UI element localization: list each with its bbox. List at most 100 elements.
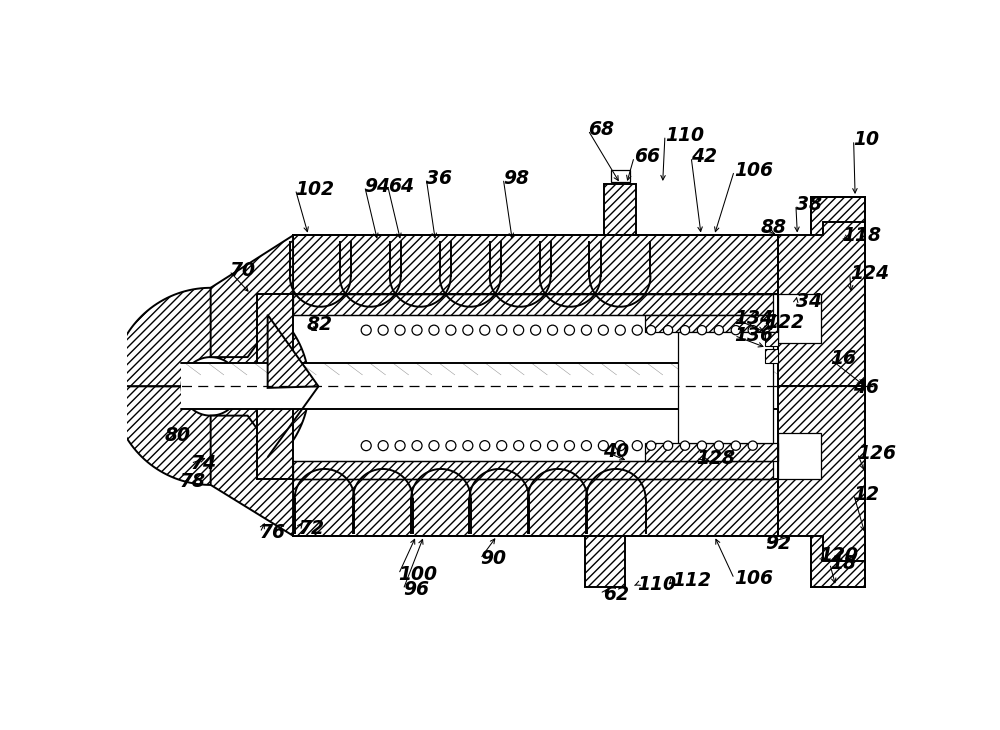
Text: 118: 118 — [842, 226, 881, 245]
Polygon shape — [293, 294, 773, 315]
Circle shape — [615, 441, 625, 450]
Text: 102: 102 — [295, 180, 334, 199]
Circle shape — [514, 325, 524, 335]
Polygon shape — [811, 536, 865, 587]
Circle shape — [531, 441, 541, 450]
Text: 110: 110 — [637, 575, 676, 593]
Circle shape — [497, 325, 507, 335]
Circle shape — [395, 441, 405, 450]
Polygon shape — [678, 332, 773, 443]
Polygon shape — [181, 386, 240, 415]
Text: 94: 94 — [365, 177, 391, 196]
Circle shape — [731, 326, 740, 335]
Circle shape — [497, 441, 507, 450]
Circle shape — [378, 441, 388, 450]
Text: 122: 122 — [765, 313, 804, 332]
Text: 72: 72 — [298, 518, 324, 537]
Text: 110: 110 — [665, 126, 704, 145]
Circle shape — [429, 325, 439, 335]
Circle shape — [697, 326, 707, 335]
Circle shape — [663, 326, 673, 335]
Text: 88: 88 — [760, 218, 786, 237]
Polygon shape — [211, 236, 293, 357]
Text: 36: 36 — [426, 169, 452, 188]
Text: 124: 124 — [850, 264, 889, 283]
Polygon shape — [778, 197, 865, 386]
Circle shape — [598, 441, 608, 450]
Polygon shape — [293, 479, 778, 536]
Polygon shape — [765, 332, 778, 346]
Text: 46: 46 — [853, 378, 879, 397]
Circle shape — [480, 325, 490, 335]
Text: 68: 68 — [588, 120, 614, 139]
Text: 76: 76 — [260, 523, 286, 542]
Text: 18: 18 — [830, 554, 856, 573]
Circle shape — [663, 441, 673, 450]
Circle shape — [564, 441, 574, 450]
Text: 120: 120 — [819, 546, 858, 565]
Circle shape — [615, 325, 625, 335]
Polygon shape — [112, 386, 309, 485]
Polygon shape — [181, 357, 240, 386]
Polygon shape — [268, 315, 318, 388]
Circle shape — [632, 441, 642, 450]
Polygon shape — [604, 184, 636, 236]
Text: 64: 64 — [388, 177, 414, 196]
Text: 112: 112 — [673, 571, 712, 590]
Circle shape — [378, 325, 388, 335]
Circle shape — [429, 441, 439, 450]
Polygon shape — [257, 294, 293, 479]
Text: 98: 98 — [503, 169, 529, 188]
Text: 80: 80 — [164, 426, 190, 445]
Polygon shape — [211, 415, 293, 536]
Circle shape — [548, 441, 558, 450]
Circle shape — [514, 441, 524, 450]
Circle shape — [412, 325, 422, 335]
Text: 10: 10 — [854, 131, 880, 150]
Circle shape — [646, 326, 656, 335]
Polygon shape — [778, 386, 865, 587]
Polygon shape — [293, 236, 778, 294]
Polygon shape — [778, 433, 821, 479]
Text: 62: 62 — [603, 585, 629, 604]
Text: 128: 128 — [696, 449, 735, 468]
Polygon shape — [112, 288, 309, 386]
Circle shape — [463, 441, 473, 450]
Text: 100: 100 — [399, 565, 438, 584]
Circle shape — [446, 441, 456, 450]
Polygon shape — [778, 294, 821, 343]
Text: 126: 126 — [857, 444, 896, 463]
Text: 70: 70 — [229, 261, 255, 280]
Text: 74: 74 — [191, 454, 217, 473]
Polygon shape — [181, 364, 778, 410]
Polygon shape — [293, 461, 773, 479]
Circle shape — [463, 325, 473, 335]
Circle shape — [748, 326, 757, 335]
Circle shape — [731, 441, 740, 450]
Text: 78: 78 — [180, 472, 206, 491]
Circle shape — [395, 325, 405, 335]
Circle shape — [680, 441, 690, 450]
Circle shape — [581, 325, 591, 335]
Text: 106: 106 — [734, 161, 773, 180]
Polygon shape — [765, 350, 778, 364]
Polygon shape — [611, 170, 630, 182]
Text: 40: 40 — [603, 442, 629, 461]
Circle shape — [548, 325, 558, 335]
Polygon shape — [268, 386, 318, 457]
Circle shape — [714, 326, 723, 335]
Circle shape — [361, 441, 371, 450]
Text: 42: 42 — [691, 147, 717, 166]
Text: 16: 16 — [830, 349, 856, 368]
Text: 106: 106 — [734, 569, 773, 588]
Text: 92: 92 — [765, 534, 791, 553]
Circle shape — [480, 441, 490, 450]
Text: 90: 90 — [480, 550, 506, 569]
Circle shape — [581, 441, 591, 450]
Text: 38: 38 — [796, 195, 822, 214]
Circle shape — [412, 441, 422, 450]
Circle shape — [598, 325, 608, 335]
Circle shape — [446, 325, 456, 335]
Circle shape — [697, 441, 707, 450]
Text: 34: 34 — [796, 292, 822, 311]
